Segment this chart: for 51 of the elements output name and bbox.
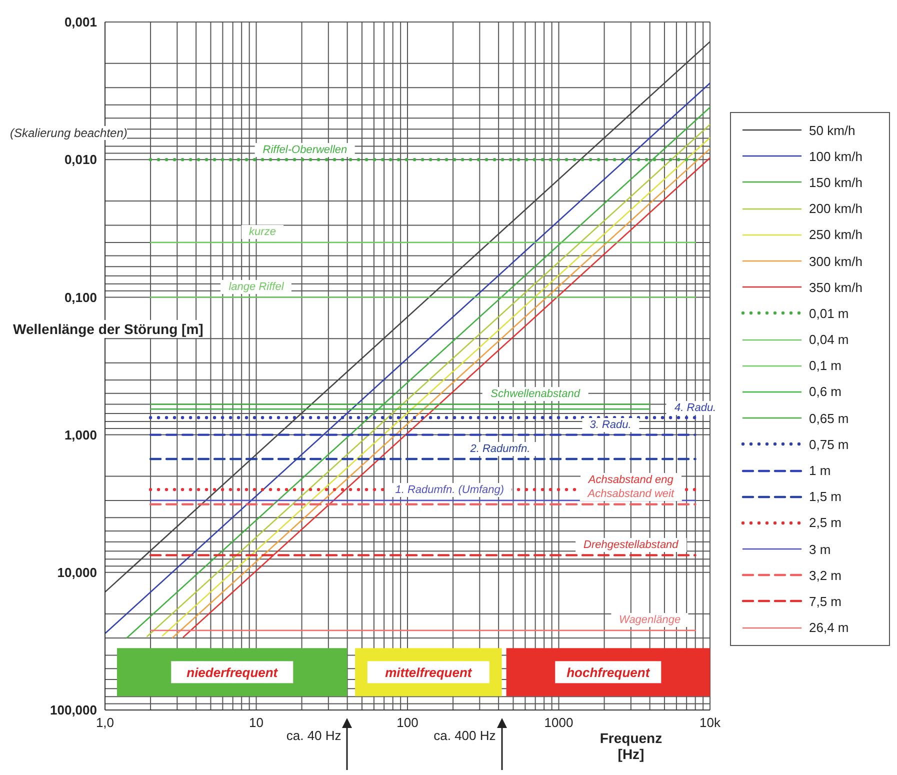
y-tick-label: 0,100 — [64, 290, 97, 305]
y-axis-title: Wellenlänge der Störung [m] — [10, 320, 206, 338]
legend-label: 200 km/h — [809, 201, 862, 216]
annotation: Achsabstand eng — [580, 472, 682, 487]
legend-label: 0,04 m — [809, 332, 849, 348]
legend-label: 100 km/h — [809, 148, 862, 164]
x-tick-label: 100 — [396, 715, 418, 730]
annotation: Wagenlänge — [611, 613, 689, 628]
annotation: 4. Radu. — [666, 400, 724, 415]
text: ca. 400 Hz — [434, 728, 496, 743]
annotation: (Skalierung beachten) — [10, 126, 128, 140]
annotation: Drehgestellabstand — [576, 538, 686, 552]
x-tick-label: 1000 — [544, 715, 574, 730]
legend-label: 2,5 m — [809, 515, 842, 530]
legend-label: 250 km/h — [809, 227, 862, 242]
x-tick-label: 10k — [700, 715, 721, 730]
band-label: hochfrequent — [566, 665, 650, 680]
annotation: Achsabstand weit — [580, 487, 682, 502]
legend-label: 0,6 m — [809, 384, 842, 400]
legend-label: 0,65 m — [809, 410, 849, 426]
legend-label: 7,5 m — [809, 594, 842, 609]
y-tick-label: 0,001 — [64, 14, 97, 30]
legend-label: 350 km/h — [809, 280, 862, 295]
y-tick-label: 100,000 — [50, 702, 97, 718]
band-label: niederfrequent — [186, 665, 278, 680]
band-label: mittelfrequent — [385, 665, 472, 680]
y-tick-label: 1,000 — [64, 427, 97, 442]
y-tick-label: 0,010 — [64, 152, 97, 168]
legend-label: 26,4 m — [809, 620, 849, 636]
y-tick-label: 10,000 — [57, 565, 97, 580]
legend-label: 0,1 m — [809, 358, 842, 374]
annotation: 2. Radumfn. — [462, 442, 538, 456]
legend-label: 1 m — [809, 463, 831, 478]
annotation: Riffel-Oberwellen — [254, 142, 356, 157]
legend-label: 300 km/h — [809, 254, 862, 269]
legend-label: 0,75 m — [809, 436, 849, 452]
annotation: lange Riffel — [220, 280, 292, 294]
legend-label: 0,01 m — [809, 306, 849, 321]
text: ca. 40 Hz — [286, 728, 342, 743]
annotation: kurze — [241, 225, 284, 240]
x-tick-label: 1,0 — [96, 715, 114, 730]
legend-label: 3 m — [809, 542, 831, 557]
annotation: Schwellenabstand — [482, 387, 588, 402]
annotation: 3. Radu. — [582, 418, 640, 432]
legend-label: 1,5 m — [809, 489, 842, 504]
legend-label: 50 km/h — [809, 122, 856, 138]
legend-label: 150 km/h — [809, 174, 862, 190]
x-tick-label: 10 — [249, 715, 264, 730]
legend-label: 3,2 m — [809, 568, 842, 583]
x-axis-title: Frequenz [Hz] — [598, 730, 664, 762]
annotation: 1. Radumfn. (Umfang) — [387, 483, 512, 498]
